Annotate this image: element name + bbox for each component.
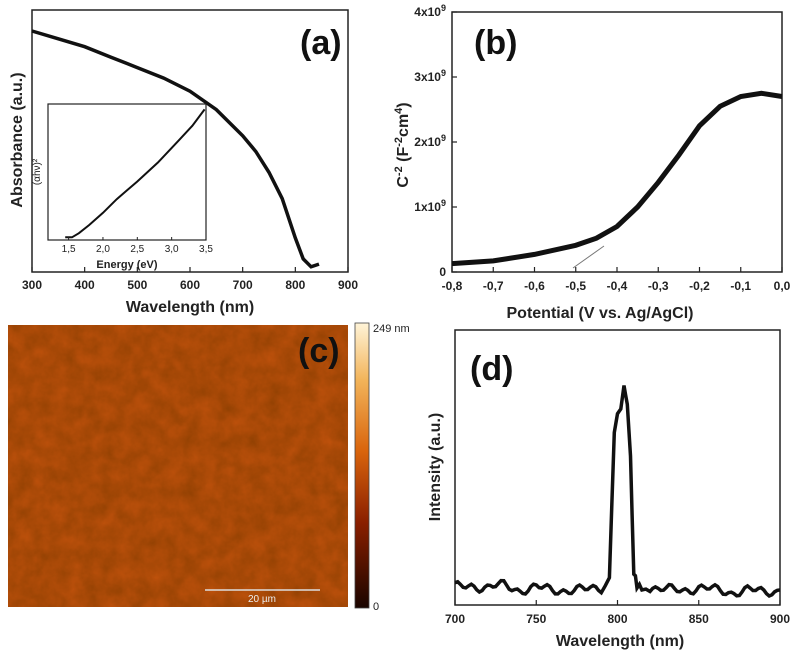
panel-b-ylabel: C-2 (F-2cm4) <box>393 102 412 187</box>
panel-a-absorbance-chart: 300 400 500 600 700 800 900 Wavelength (nm) Ab… <box>9 9 358 316</box>
panel-c-afm-image: (c) 20 µm 249 nm 0 <box>8 322 410 613</box>
panel-b-xtick-label: -0,6 <box>524 279 545 293</box>
panel-a-inset-xtick-label: 2,5 <box>130 244 144 255</box>
panel-a-inset-tauc-line <box>65 108 206 239</box>
panel-a-inset-xtick-label: 3,0 <box>165 244 179 255</box>
panel-b-ytick-label: 4x109 <box>414 3 446 19</box>
panel-b-xtick-label: -0,7 <box>483 279 504 293</box>
panel-b-ytick-label: 3x109 <box>414 68 446 84</box>
panel-a-inset-xtick-label: 1,5 <box>62 244 76 255</box>
panel-b-xtick-label: -0,4 <box>607 279 628 293</box>
panel-b-label: (b) <box>474 24 517 62</box>
panel-d-photoluminescence-chart: 700 750 800 850 900 (d) Wavelength (nm) Inte… <box>427 329 790 650</box>
panel-b-xtick-label: -0,3 <box>648 279 669 293</box>
panel-b-xtick-label: 0,0 <box>774 279 791 293</box>
panel-b-ytick-label: 0 <box>439 265 446 279</box>
panel-a-inset-ylabel: (αhν)² <box>32 158 43 185</box>
panel-a-inset-xtick-label: 2,0 <box>96 244 110 255</box>
panel-d-xtick-label: 900 <box>770 612 790 626</box>
panel-a-inset-frame <box>47 103 207 241</box>
panel-d-label: (d) <box>470 350 513 388</box>
svg-text:C-2 (F-2cm4): C-2 (F-2cm4) <box>393 102 412 187</box>
panel-a-xtick-label: 300 <box>22 278 42 292</box>
panel-b-extrapolation-line <box>572 245 605 269</box>
afm-topography-map <box>8 325 348 607</box>
panel-a-ylabel: Absorbance (a.u.) <box>9 72 26 207</box>
panel-d-ylabel: Intensity (a.u.) <box>427 413 444 521</box>
panel-d-xtick-label: 800 <box>607 612 627 626</box>
panel-a-xtick-label: 400 <box>75 278 95 292</box>
colorbar-min-label: 0 <box>373 601 379 613</box>
panel-c-label: (c) <box>298 332 340 370</box>
panel-a-xtick-label: 900 <box>338 278 358 292</box>
panel-a-label: (a) <box>300 24 342 62</box>
panel-b-xtick-label: -0,5 <box>565 279 586 293</box>
panel-d-xtick-label: 850 <box>689 612 709 626</box>
panel-d-pl-line <box>454 385 781 599</box>
panel-b-xtick-label: -0,1 <box>730 279 751 293</box>
panel-b-mott-schottky-line <box>451 90 783 267</box>
panel-a-xtick-label: 800 <box>285 278 305 292</box>
panel-a-xtick-label: 700 <box>233 278 253 292</box>
panel-a-absorbance-line <box>31 29 320 269</box>
panel-d-xtick-label: 750 <box>526 612 546 626</box>
panel-a-xtick-label: 500 <box>127 278 147 292</box>
colorbar-max-label: 249 nm <box>373 323 410 335</box>
panel-b-xtick-label: -0,8 <box>442 279 463 293</box>
panel-d-xlabel: Wavelength (nm) <box>556 633 684 650</box>
colorbar <box>354 322 370 609</box>
scale-bar-label: 20 µm <box>248 594 276 605</box>
panel-b-ytick-label: 1x109 <box>414 198 446 214</box>
panel-a-inset-xtick-label: 3,5 <box>199 244 213 255</box>
panel-a-xtick-label: 600 <box>180 278 200 292</box>
panel-a-xlabel: Wavelength (nm) <box>126 299 254 316</box>
panel-d-xtick-label: 700 <box>445 612 465 626</box>
panel-b-ytick-label: 2x109 <box>414 133 446 149</box>
panel-b-xlabel: Potential (V vs. Ag/AgCl) <box>507 305 694 322</box>
panel-a-inset-xlabel: Energy (eV) <box>96 259 157 271</box>
panel-b-xtick-label: -0,2 <box>689 279 710 293</box>
panel-b-mott-schottky-chart: -0,8 -0,7 -0,6 -0,5 -0,4 -0,3 -0,2 -0,1 0,0 0 1x1… <box>393 3 791 322</box>
